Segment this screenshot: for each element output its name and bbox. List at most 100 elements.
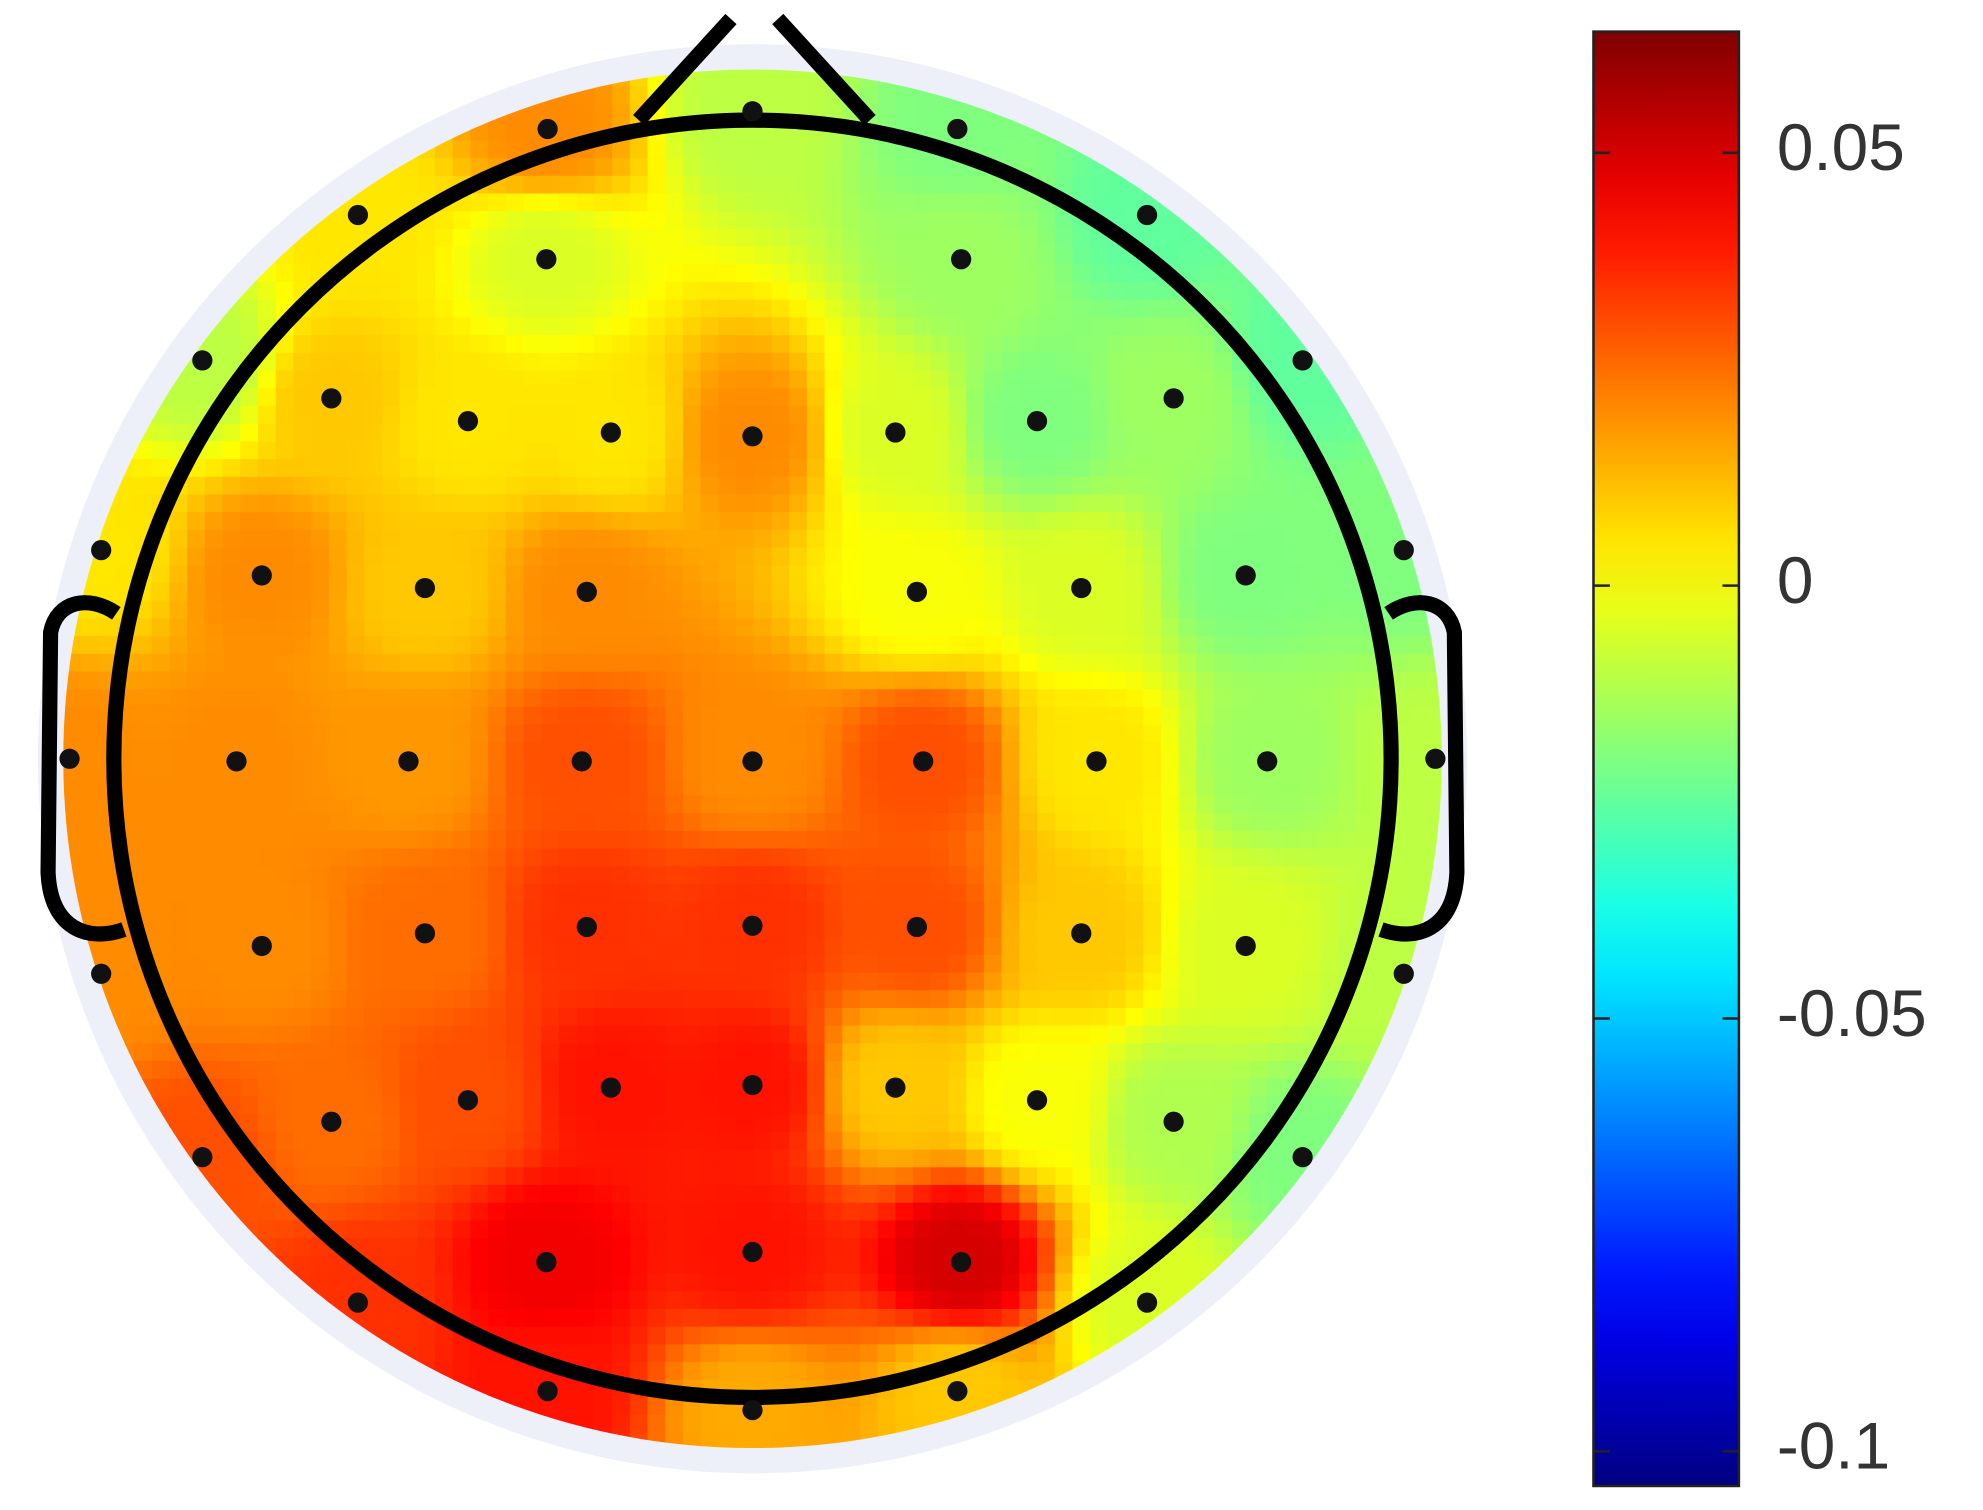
field-cell: [647, 1114, 666, 1133]
field-cell: [1320, 636, 1339, 655]
field-cell: [134, 494, 153, 513]
field-cell: [346, 583, 365, 602]
field-cell: [771, 370, 790, 390]
field-cell: [505, 388, 525, 407]
field-cell: [700, 87, 720, 106]
field-cell: [1196, 901, 1215, 921]
field-cell: [488, 1202, 507, 1222]
field-cell: [576, 954, 596, 974]
field-cell: [293, 352, 312, 372]
field-cell: [789, 69, 808, 89]
field-cell: [629, 795, 649, 814]
field-cell: [488, 742, 507, 761]
field-cell: [983, 1238, 1003, 1257]
field-cell: [647, 1362, 666, 1381]
field-cell: [1143, 476, 1162, 496]
field-cell: [983, 583, 1003, 602]
field-cell: [789, 954, 808, 974]
field-cell: [682, 1273, 702, 1292]
field-cell: [789, 777, 808, 797]
field-cell: [364, 423, 383, 443]
field-cell: [1196, 565, 1215, 584]
field-cell: [576, 104, 596, 124]
field-cell: [558, 848, 578, 868]
field-cell: [576, 211, 596, 230]
field-cell: [895, 317, 914, 336]
field-cell: [1072, 1220, 1091, 1239]
field-cell: [311, 671, 330, 690]
field-cell: [1019, 1184, 1038, 1204]
field-cell: [488, 671, 507, 690]
field-cell: [1125, 777, 1145, 797]
field-cell: [700, 813, 720, 832]
field-cell: [275, 370, 295, 390]
field-cell: [452, 335, 472, 354]
field-cell: [417, 1220, 436, 1239]
field-cell: [452, 547, 472, 567]
field-cell: [381, 1131, 401, 1151]
field-cell: [275, 795, 295, 814]
field-cell: [700, 158, 720, 177]
field-cell: [1160, 653, 1180, 673]
field-cell: [505, 1007, 525, 1027]
field-cell: [558, 1397, 578, 1416]
field-cell: [594, 1025, 613, 1045]
field-cell: [930, 954, 950, 974]
field-cell: [647, 529, 666, 549]
field-cell: [1037, 228, 1056, 248]
field-cell: [1231, 600, 1251, 620]
field-cell: [541, 1043, 560, 1062]
field-cell: [647, 1043, 666, 1062]
field-cell: [558, 565, 578, 584]
field-cell: [1196, 1220, 1215, 1239]
field-cell: [665, 1291, 684, 1310]
field-cell: [1355, 636, 1375, 655]
field-cell: [240, 1061, 259, 1080]
field-cell: [1231, 671, 1251, 690]
field-cell: [417, 1131, 436, 1151]
field-cell: [364, 1078, 383, 1098]
field-cell: [452, 1167, 472, 1186]
field-cell: [1302, 954, 1322, 974]
field-cell: [275, 1025, 295, 1045]
field-cell: [842, 618, 861, 637]
field-cell: [859, 494, 879, 513]
field-cell: [647, 388, 666, 407]
field-cell: [877, 972, 897, 991]
field-cell: [966, 1007, 985, 1027]
field-cell: [1302, 990, 1322, 1009]
field-cell: [1072, 636, 1091, 655]
field-cell: [612, 264, 631, 283]
field-cell: [948, 282, 967, 301]
field-cell: [629, 1308, 649, 1328]
field-cell: [435, 671, 454, 690]
field-cell: [700, 760, 720, 779]
field-cell: [771, 618, 790, 637]
field-cell: [983, 1362, 1003, 1381]
field-cell: [612, 689, 631, 708]
field-cell: [1320, 689, 1339, 708]
field-cell: [824, 405, 844, 425]
field-cell: [541, 1184, 560, 1204]
field-cell: [789, 1273, 808, 1292]
field-cell: [399, 494, 419, 513]
field-cell: [240, 388, 259, 407]
field-cell: [558, 636, 578, 655]
field-cell: [1037, 1025, 1056, 1045]
field-cell: [558, 706, 578, 726]
field-cell: [629, 1061, 649, 1080]
field-cell: [594, 1238, 613, 1257]
field-cell: [187, 901, 206, 921]
field-cell: [240, 441, 259, 460]
field-cell: [718, 1096, 737, 1115]
field-cell: [293, 742, 312, 761]
field-cell: [558, 158, 578, 177]
field-cell: [151, 777, 171, 797]
field-cell: [700, 388, 720, 407]
field-cell: [753, 901, 773, 921]
field-cell: [1355, 706, 1375, 726]
field-cell: [806, 211, 826, 230]
field-cell: [1320, 760, 1339, 779]
field-cell: [1196, 335, 1215, 354]
field-cell: [1090, 494, 1109, 513]
